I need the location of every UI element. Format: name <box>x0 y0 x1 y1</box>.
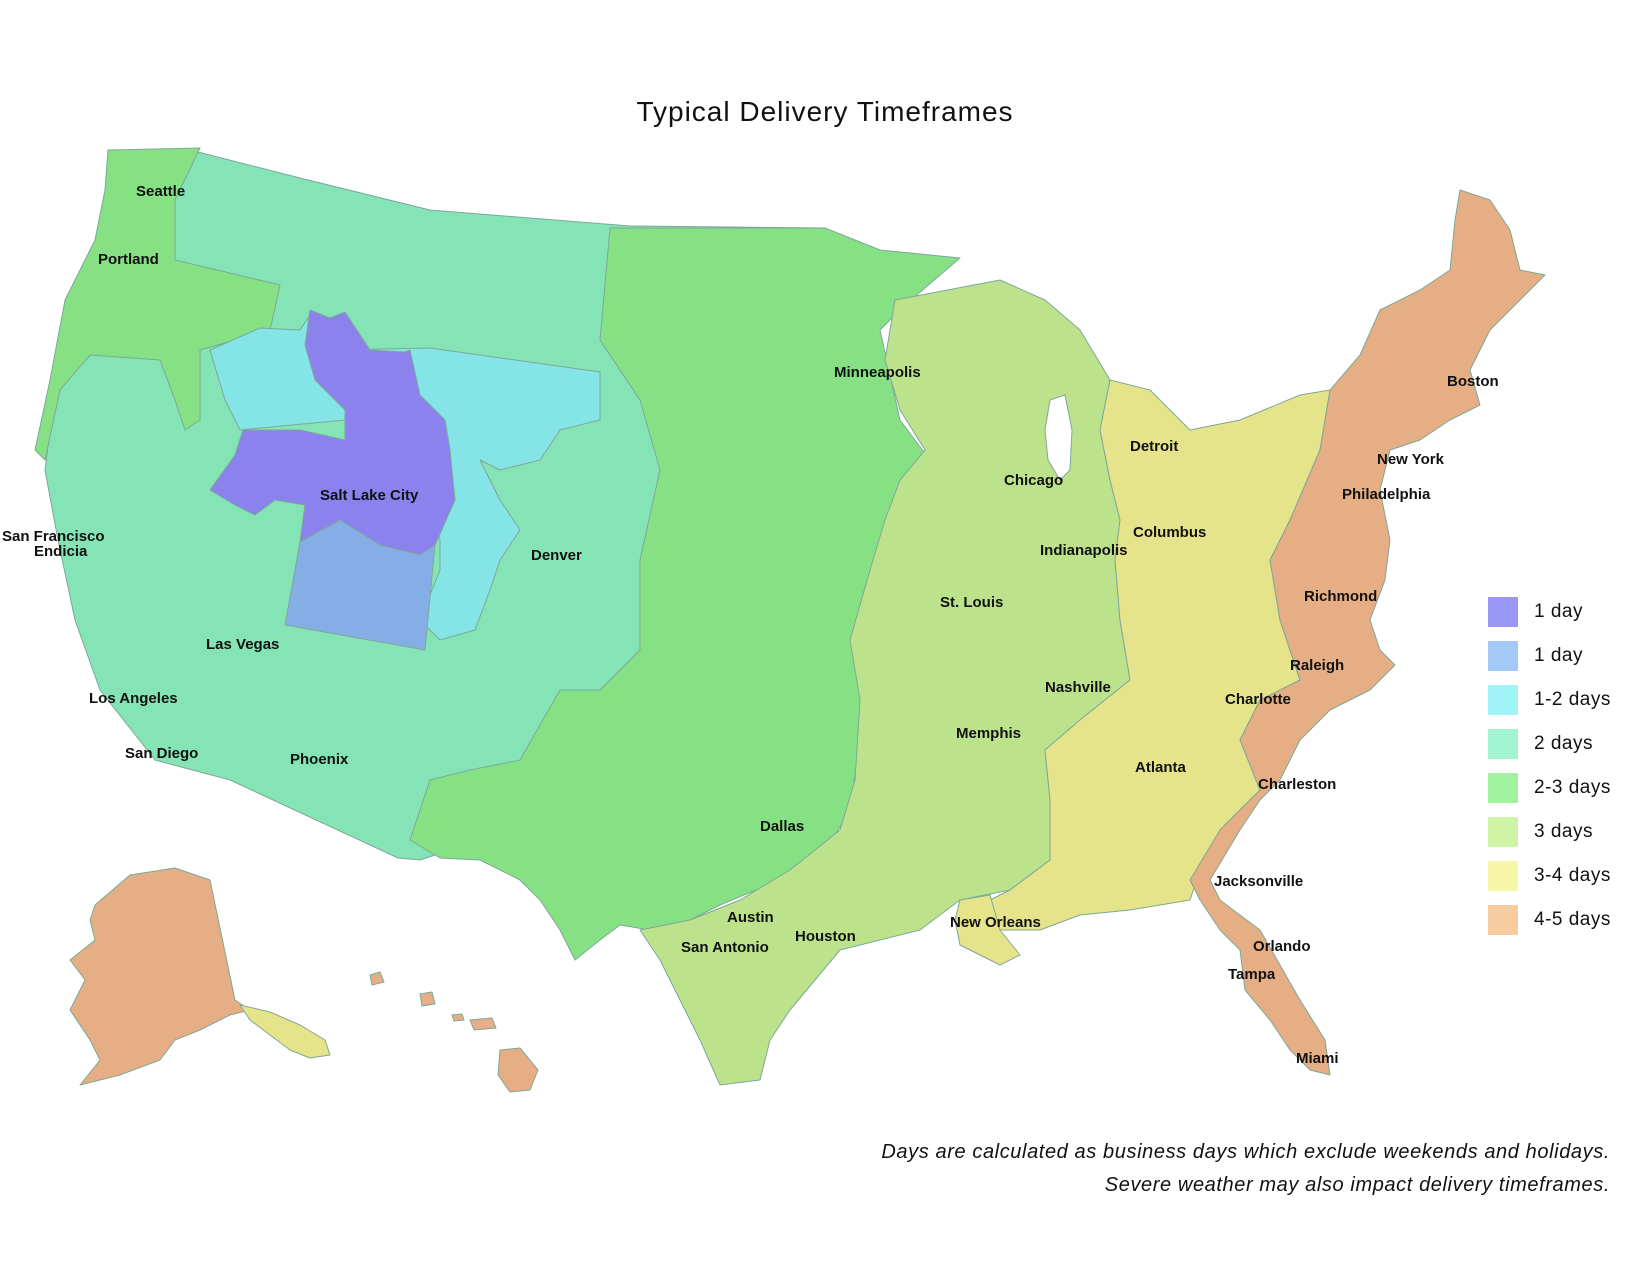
city-label-richmond: Richmond <box>1304 588 1377 605</box>
legend-item: 2 days <box>1488 722 1611 766</box>
city-label-san-antonio: San Antonio <box>681 939 769 956</box>
city-label-orlando: Orlando <box>1253 938 1311 955</box>
region-3-4-days-new-orleans <box>954 894 1021 966</box>
city-label-indianapolis: Indianapolis <box>1040 542 1128 559</box>
city-label-dallas: Dallas <box>760 818 804 835</box>
city-label-minneapolis: Minneapolis <box>834 364 921 381</box>
city-labels: Seattle Portland San Francisco Endicia L… <box>2 183 1499 1067</box>
legend-label: 1-2 days <box>1534 689 1611 710</box>
city-label-charleston: Charleston <box>1258 776 1336 793</box>
city-label-las-vegas: Las Vegas <box>206 636 279 653</box>
city-label-austin: Austin <box>727 909 774 926</box>
city-label-memphis: Memphis <box>956 725 1021 742</box>
city-label-san-francisco: San Francisco <box>2 528 105 545</box>
city-label-new-orleans: New Orleans <box>950 914 1041 931</box>
legend-swatch <box>1488 597 1518 627</box>
city-label-endicia: Endicia <box>34 543 88 560</box>
legend-swatch <box>1488 817 1518 847</box>
city-label-phoenix: Phoenix <box>290 751 349 768</box>
legend-label: 2-3 days <box>1534 777 1611 798</box>
legend-item: 3 days <box>1488 810 1611 854</box>
city-label-detroit: Detroit <box>1130 438 1178 455</box>
legend-swatch <box>1488 905 1518 935</box>
footnote: Days are calculated as business days whi… <box>881 1136 1610 1202</box>
region-4-5-days-east <box>1189 189 1546 1076</box>
city-label-tampa: Tampa <box>1228 966 1276 983</box>
city-label-houston: Houston <box>795 928 856 945</box>
footnote-line-2: Severe weather may also impact delivery … <box>1104 1174 1610 1196</box>
region-1-day-blue <box>284 519 436 651</box>
city-label-atlanta: Atlanta <box>1135 759 1186 776</box>
footnote-line-1: Days are calculated as business days whi… <box>881 1141 1610 1163</box>
city-label-new-york: New York <box>1377 451 1445 468</box>
region-alaska-panhandle <box>239 1004 331 1059</box>
city-label-raleigh: Raleigh <box>1290 657 1344 674</box>
map-title: Typical Delivery Timeframes <box>636 96 1014 127</box>
city-label-san-diego: San Diego <box>125 745 198 762</box>
legend-label: 1 day <box>1534 601 1583 622</box>
city-label-salt-lake-city: Salt Lake City <box>320 487 419 504</box>
legend-swatch <box>1488 729 1518 759</box>
legend-label: 2 days <box>1534 733 1593 754</box>
city-label-nashville: Nashville <box>1045 679 1111 696</box>
city-label-boston: Boston <box>1447 373 1499 390</box>
legend-swatch <box>1488 641 1518 671</box>
city-label-denver: Denver <box>531 547 582 564</box>
region-2-3-days-central <box>409 227 961 961</box>
legend-item: 4-5 days <box>1488 898 1611 942</box>
legend-label: 3-4 days <box>1534 865 1611 886</box>
region-hawaii <box>369 971 539 1093</box>
city-label-chicago: Chicago <box>1004 472 1063 489</box>
city-label-philadelphia: Philadelphia <box>1342 486 1431 503</box>
legend-item: 2-3 days <box>1488 766 1611 810</box>
region-2-3-days-pacific <box>34 147 281 461</box>
city-label-jacksonville: Jacksonville <box>1214 873 1303 890</box>
city-label-st-louis: St. Louis <box>940 594 1003 611</box>
city-label-portland: Portland <box>98 251 159 268</box>
city-label-seattle: Seattle <box>136 183 185 200</box>
legend-label: 3 days <box>1534 821 1593 842</box>
legend-item: 1-2 days <box>1488 678 1611 722</box>
legend-label: 4-5 days <box>1534 909 1611 930</box>
legend: 1 day 1 day 1-2 days 2 days 2-3 days 3 d… <box>1488 590 1611 942</box>
city-label-columbus: Columbus <box>1133 524 1206 541</box>
region-alaska <box>69 867 251 1086</box>
city-label-miami: Miami <box>1296 1050 1339 1067</box>
legend-label: 1 day <box>1534 645 1583 666</box>
legend-item: 3-4 days <box>1488 854 1611 898</box>
legend-swatch <box>1488 861 1518 891</box>
legend-swatch <box>1488 773 1518 803</box>
legend-item: 1 day <box>1488 590 1611 634</box>
legend-item: 1 day <box>1488 634 1611 678</box>
lake-michigan <box>1044 394 1073 481</box>
city-label-charlotte: Charlotte <box>1225 691 1291 708</box>
legend-swatch <box>1488 685 1518 715</box>
city-label-los-angeles: Los Angeles <box>89 690 178 707</box>
